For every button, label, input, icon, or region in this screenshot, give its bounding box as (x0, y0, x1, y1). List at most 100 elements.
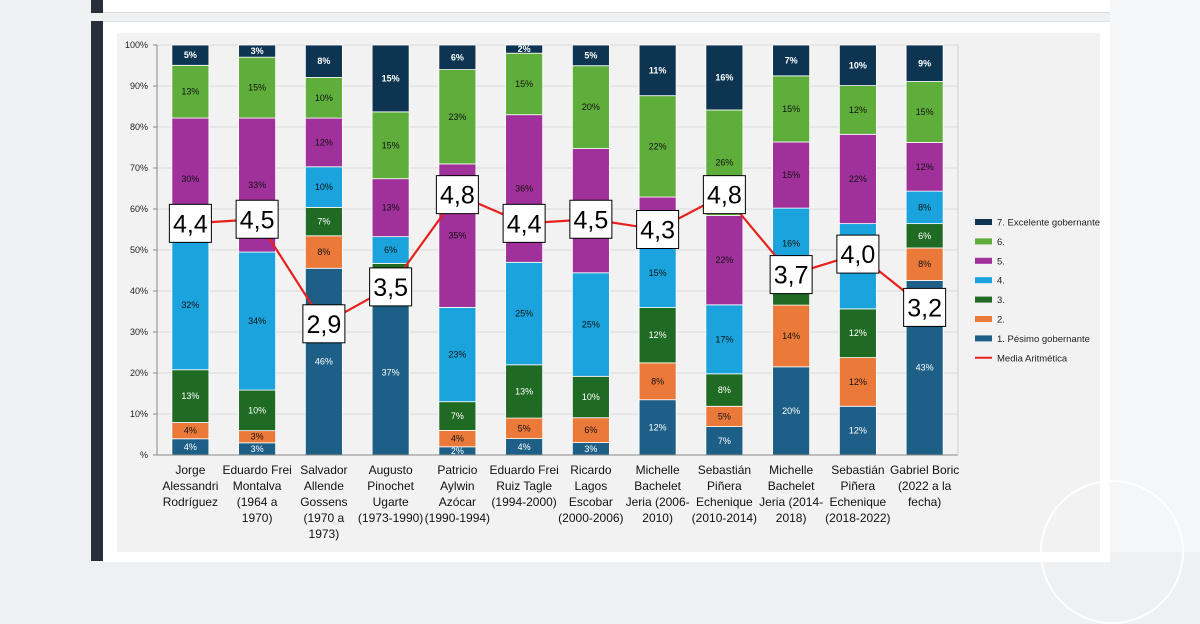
bar-segment (905, 81, 944, 143)
category-label-line: Escobar (569, 495, 613, 509)
y-tick-label: 100% (125, 40, 148, 50)
bar-segment (371, 178, 410, 238)
category-label-line: Augusto (369, 463, 413, 477)
bar-segment (705, 304, 744, 375)
bar-value-label: 3% (251, 444, 264, 454)
category-label-line: Lagos (575, 479, 608, 493)
bar-segment (505, 52, 544, 116)
bar-segment (838, 133, 877, 225)
bar-value-label: 17% (715, 334, 733, 344)
category-label-line: Montalva (233, 479, 282, 493)
y-tick-label: 30% (130, 327, 148, 337)
bar-value-label: 12% (849, 426, 867, 436)
category-label-line: Ricardo (570, 463, 612, 477)
legend-swatch (975, 257, 992, 264)
legend-label: 7. Excelente gobernante (997, 218, 1100, 229)
average-value-label: 4,3 (640, 217, 675, 245)
bar-segment (304, 235, 343, 269)
bar-value-label: 13% (382, 203, 400, 213)
bar-value-label: 14% (782, 331, 800, 341)
bar-segment (905, 44, 944, 82)
bar-segment (638, 44, 677, 97)
bar-value-label: 8% (718, 385, 731, 395)
bar-value-label: 12% (649, 330, 667, 340)
bar-value-label: 4% (451, 434, 464, 444)
bar-value-label: 26% (715, 158, 733, 168)
bar-value-label: 25% (582, 320, 600, 330)
legend-swatch (975, 219, 992, 225)
bar-value-label: 7% (317, 217, 330, 227)
bar-value-label: 12% (849, 105, 867, 115)
category-label-line: (1964 a (237, 495, 278, 509)
category-label-line: Azócar (439, 495, 476, 509)
category-label-line: (2000-2006) (558, 511, 623, 525)
bar-value-label: 10% (315, 93, 333, 103)
bar-value-label: 11% (649, 65, 667, 75)
bar-value-label: 8% (651, 376, 664, 386)
average-value-label: 4,4 (173, 210, 208, 238)
category-label-line: Rodríguez (163, 495, 218, 509)
bar-value-label: 32% (181, 300, 199, 310)
category-label-line: 2010) (642, 511, 673, 525)
legend-swatch (975, 316, 992, 322)
bar-value-label: 10% (849, 60, 867, 70)
category-label: Salvador Allende Gossens (1970 a 1973) (300, 463, 347, 541)
bar-segment (571, 272, 610, 377)
bar-value-label: 20% (782, 406, 800, 416)
bar-value-label: 15% (782, 170, 800, 180)
category-label: Sebastián Piñera Echenique (2010-2014) (692, 463, 757, 525)
bar-segment (505, 44, 544, 54)
bar-value-label: 7% (785, 55, 798, 65)
average-label-box (836, 234, 880, 274)
bar-segment (171, 369, 210, 423)
y-tick-label: 10% (130, 409, 148, 419)
category-label: Eduardo Frei Ruiz Tagle (1994-2000) (489, 463, 558, 509)
category-label-line: Michelle (636, 463, 680, 477)
bar-segment (238, 389, 277, 432)
average-label-box (569, 199, 613, 239)
category-label-line: (1994-2000) (491, 495, 556, 509)
bar-segment (304, 77, 343, 119)
bar-segment (371, 289, 410, 456)
bar-value-label: 3% (584, 444, 597, 454)
category-label: Eduardo Frei Montalva (1964 a 1970) (222, 463, 291, 525)
bar-segment (438, 44, 477, 71)
bar-value-label: 13% (515, 386, 533, 396)
bar-value-label: 23% (448, 350, 466, 360)
category-label-line: 2018) (776, 511, 807, 525)
bar-value-label: 36% (515, 184, 533, 194)
category-label: Gabriel Boric (2022 a la fecha) (890, 463, 959, 509)
bar-segment (238, 251, 277, 391)
average-label-box (636, 210, 680, 249)
y-tick-label: 60% (130, 204, 148, 214)
page-margin (1110, 0, 1200, 552)
average-label-box (769, 255, 813, 295)
category-label-line: Allende (304, 479, 344, 493)
bar-value-label: 8% (317, 247, 330, 257)
category-label: Augusto Pinochet Ugarte (1973-1990) (358, 463, 423, 525)
bar-value-label: 13% (181, 391, 199, 401)
category-label-line: Piñera (841, 479, 876, 493)
average-label-box (302, 304, 346, 344)
y-tick-label: % (140, 450, 148, 460)
bar-value-label: 22% (649, 141, 667, 151)
bar-segment (371, 236, 410, 264)
category-label-line: Gossens (300, 495, 347, 509)
bar-value-label: 33% (248, 180, 266, 190)
average-label-box (702, 175, 746, 215)
category-label-line: Ruiz Tagle (496, 479, 552, 493)
bar-value-label: 12% (649, 422, 667, 432)
average-label-box (369, 267, 413, 307)
category-label: Jorge Alessandri Rodríguez (162, 463, 218, 509)
legend-swatch (975, 277, 992, 284)
bar-value-label: 5% (184, 50, 197, 60)
y-tick-label: 40% (130, 286, 148, 296)
bar-value-label: 5% (518, 423, 531, 433)
bar-segment (638, 362, 677, 401)
category-label-line: (2022 a la (898, 479, 952, 493)
bar-segment (171, 44, 210, 66)
bar-value-label: 22% (715, 255, 733, 265)
average-label-box (435, 175, 479, 215)
bar-segment (772, 304, 811, 368)
legend-swatch (975, 296, 992, 303)
